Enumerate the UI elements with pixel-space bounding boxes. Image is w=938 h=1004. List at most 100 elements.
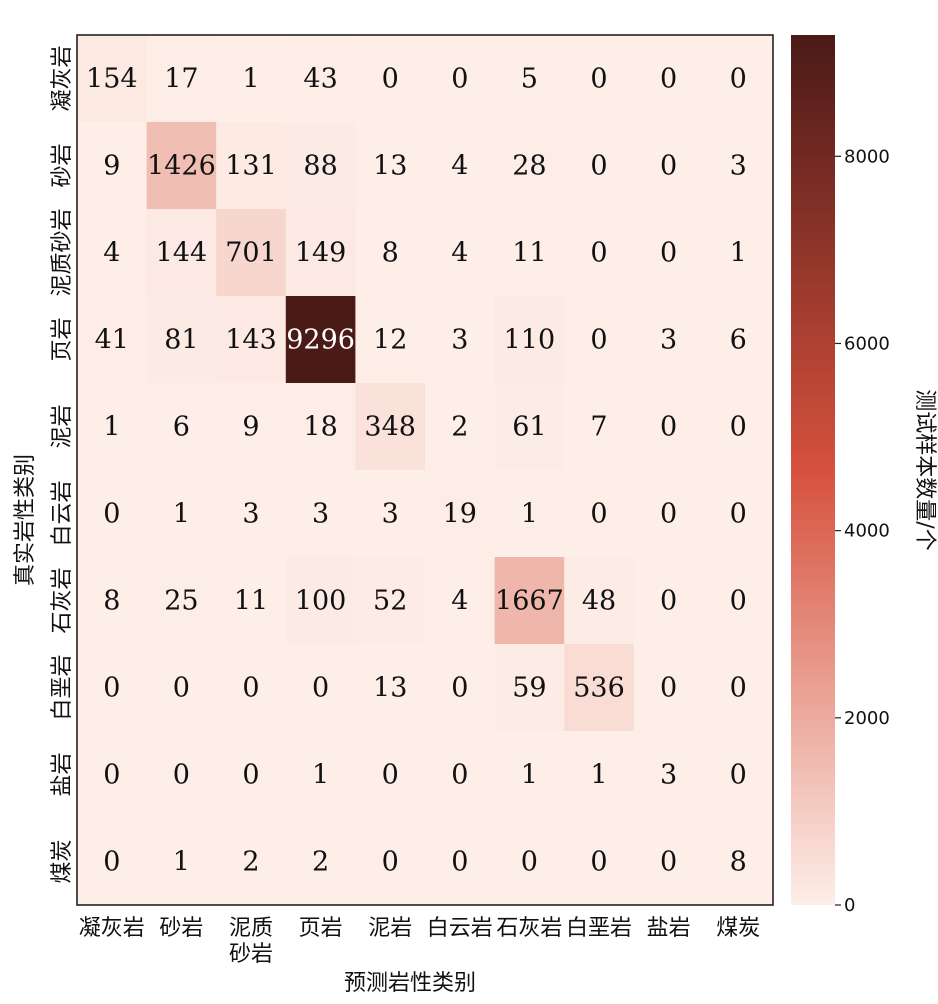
- cell-value-label: 8: [382, 238, 399, 269]
- heatmap-cell: [216, 557, 287, 645]
- cell-value-label: 3: [312, 499, 329, 530]
- x-tick-label: 盐岩: [647, 916, 691, 941]
- cell-value-label: 0: [660, 673, 677, 704]
- cell-value-label: 48: [582, 586, 616, 617]
- cell-value-label: 0: [521, 847, 538, 878]
- heatmap-cell: [564, 644, 635, 732]
- heatmap-cell: [77, 557, 148, 645]
- cell-value-label: 9: [242, 412, 259, 443]
- cell-value-label: 8: [103, 586, 120, 617]
- y-tick-label: 页岩: [50, 317, 75, 361]
- cell-value-label: 3: [660, 325, 677, 356]
- heatmap-cell: [633, 731, 704, 819]
- cell-value-label: 9296: [286, 325, 355, 356]
- heatmap-cell: [77, 35, 148, 123]
- cell-value-label: 0: [660, 238, 677, 269]
- heatmap-cell: [355, 644, 426, 732]
- heatmap-cell: [285, 470, 356, 558]
- cell-value-label: 1: [590, 760, 607, 791]
- heatmap-cell: [355, 296, 426, 384]
- heatmap-cell: [355, 383, 426, 471]
- heatmap-cell: [494, 296, 565, 384]
- heatmap-cell: [494, 818, 565, 906]
- x-tick-label: 泥岩: [368, 916, 412, 941]
- cell-value-label: 12: [373, 325, 407, 356]
- heatmap-cell: [355, 35, 426, 123]
- cell-value-label: 6: [730, 325, 747, 356]
- cell-value-label: 0: [660, 412, 677, 443]
- heatmap-cell: [355, 557, 426, 645]
- heatmap-cell: [216, 209, 287, 297]
- cell-value-label: 0: [730, 586, 747, 617]
- heatmap-cells: 154 17 1 43 0 0 5 0 0 09 1426 131 88 13 4 28 0 0 34 144 701 1…: [77, 35, 774, 906]
- heatmap-cell: [494, 470, 565, 558]
- colorbar: [791, 35, 835, 905]
- colorbar-title: 测试样本数量/个: [912, 389, 937, 550]
- heatmap-cell: [703, 122, 774, 210]
- heatmap-cell: [285, 731, 356, 819]
- cell-value-label: 0: [660, 151, 677, 182]
- cell-value-label: 0: [312, 673, 329, 704]
- heatmap-cell: [703, 644, 774, 732]
- heatmap-cell: [564, 557, 635, 645]
- y-tick-label: 泥岩: [50, 404, 75, 448]
- heatmap-cell: [564, 470, 635, 558]
- cell-value-label: 1: [521, 499, 538, 530]
- x-tick-label: 煤炭: [716, 916, 760, 941]
- heatmap-cell: [216, 470, 287, 558]
- cell-value-label: 1: [730, 238, 747, 269]
- heatmap-cell: [146, 209, 217, 297]
- heatmap-cell: [425, 209, 496, 297]
- heatmap-cell: [146, 731, 217, 819]
- cell-value-label: 6: [173, 412, 190, 443]
- cell-value-label: 536: [573, 673, 625, 704]
- heatmap-cell: [355, 209, 426, 297]
- heatmap-cell: [425, 296, 496, 384]
- cell-value-label: 5: [521, 64, 538, 95]
- heatmap-cell: [355, 470, 426, 558]
- cell-value-label: 0: [382, 847, 399, 878]
- cell-value-label: 18: [303, 412, 337, 443]
- heatmap-cell: [425, 383, 496, 471]
- cell-value-label: 88: [303, 151, 337, 182]
- cell-value-label: 11: [234, 586, 268, 617]
- heatmap-cell: [77, 470, 148, 558]
- cell-value-label: 0: [382, 64, 399, 95]
- heatmap-cell: [564, 296, 635, 384]
- heatmap-cell: [425, 122, 496, 210]
- cell-value-label: 25: [164, 586, 198, 617]
- y-tick-label: 砂岩: [50, 143, 75, 187]
- heatmap-cell: [633, 644, 704, 732]
- cell-value-label: 11: [512, 238, 546, 269]
- cell-value-label: 1: [312, 760, 329, 791]
- heatmap-cell: [564, 122, 635, 210]
- heatmap-cell: [216, 818, 287, 906]
- heatmap-cell: [633, 470, 704, 558]
- x-axis-title: 预测岩性类别: [344, 971, 476, 996]
- heatmap-cell: [425, 470, 496, 558]
- cell-value-label: 110: [504, 325, 556, 356]
- heatmap-cell: [494, 383, 565, 471]
- cell-value-label: 100: [295, 586, 347, 617]
- cell-value-label: 17: [164, 64, 198, 95]
- cell-value-label: 1667: [495, 586, 564, 617]
- cell-value-label: 0: [590, 499, 607, 530]
- y-tick-label: 白垩岩: [50, 654, 75, 720]
- cell-value-label: 61: [512, 412, 546, 443]
- cell-value-label: 144: [156, 238, 208, 269]
- heatmap-cell: [633, 209, 704, 297]
- cell-value-label: 9: [103, 151, 120, 182]
- heatmap-cell: [216, 383, 287, 471]
- cell-value-label: 0: [103, 760, 120, 791]
- y-tick-label: 石灰岩: [50, 567, 75, 633]
- cell-value-label: 0: [451, 847, 468, 878]
- colorbar-tick-label: 2000: [844, 708, 890, 729]
- heatmap-cell: [494, 557, 565, 645]
- heatmap-cell: [494, 644, 565, 732]
- heatmap-cell: [494, 731, 565, 819]
- heatmap-cell: [216, 296, 287, 384]
- heatmap-cell: [285, 296, 356, 384]
- cell-value-label: 3: [382, 499, 399, 530]
